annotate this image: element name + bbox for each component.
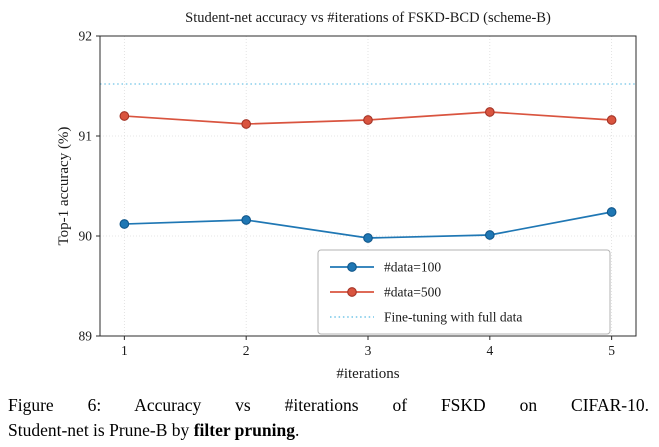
legend-sample-marker	[347, 287, 357, 297]
legend-box	[317, 249, 611, 335]
data-point	[241, 119, 252, 129]
figure-caption: Figure 6: Accuracy vs #iterations of FSK…	[0, 392, 659, 443]
caption-period: .	[294, 419, 300, 440]
legend-label: Fine-tuning with full data	[384, 310, 522, 325]
legend: #data=100 #data=500 Fine-tuning with full …	[317, 249, 611, 335]
x-axis-label: #iterations	[336, 366, 399, 382]
caption-line-2: Student-net is Prune-B by filter pruning…	[8, 418, 649, 443]
x-tick-label: 1	[121, 343, 128, 358]
y-axis-label: Top-1 accuracy (%)	[56, 127, 72, 246]
y-tick-label: 90	[79, 229, 93, 244]
caption-line-1: Figure 6: Accuracy vs #iterations of FSK…	[8, 395, 649, 415]
data-point	[241, 215, 252, 225]
caption-text: Student-net is Prune-B by	[8, 419, 194, 440]
data-point	[363, 115, 373, 125]
data-point	[363, 233, 373, 243]
x-tick-label: 3	[365, 343, 372, 358]
y-tick-label: 92	[79, 29, 93, 44]
data-point	[119, 219, 130, 229]
y-tick-label: 91	[79, 129, 93, 144]
legend-sample-marker	[347, 262, 357, 272]
x-tick-label: 5	[608, 343, 615, 358]
caption-bold-text: filter pruning	[193, 419, 295, 440]
x-tick-label: 4	[486, 343, 493, 358]
data-point	[484, 230, 495, 240]
x-tick-label: 2	[243, 343, 250, 358]
data-point	[119, 111, 130, 121]
data-point	[606, 115, 617, 125]
legend-label: #data=500	[384, 285, 441, 300]
accuracy-vs-iterations-chart: 1 2 3 4 5 89 90 91 92 Student-net accuracy vs #it…	[56, 10, 637, 382]
data-point	[484, 107, 495, 117]
legend-label: #data=100	[384, 260, 441, 275]
data-point	[606, 207, 617, 217]
chart-title: Student-net accuracy vs #iterations of F…	[185, 10, 551, 26]
y-tick-label: 89	[79, 329, 93, 344]
